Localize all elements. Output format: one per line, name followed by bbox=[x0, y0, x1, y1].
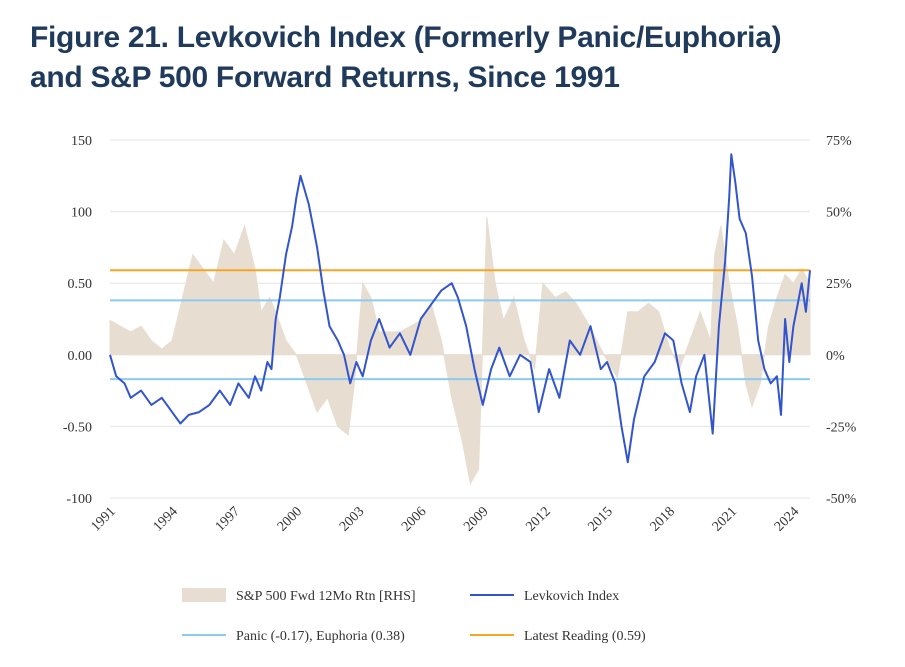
legend-item: Panic (-0.17), Euphoria (0.38) bbox=[182, 629, 405, 644]
left-tick-label: -0.50 bbox=[63, 420, 92, 435]
x-tick-label: 2003 bbox=[337, 504, 367, 534]
left-tick-label: -100 bbox=[66, 492, 92, 507]
right-tick-label: -25% bbox=[826, 420, 857, 435]
x-axis-ticks: 1991 1994 1997 2000 2003 2006 2009 2012 2015 2018… bbox=[88, 504, 802, 534]
legend-item: Levkovich Index bbox=[470, 589, 619, 604]
x-tick-label: 1997 bbox=[213, 504, 243, 534]
x-tick-label: 2009 bbox=[461, 504, 491, 534]
x-tick-label: 2015 bbox=[585, 504, 615, 534]
x-tick-label: 1994 bbox=[151, 504, 181, 534]
legend-label: Panic (-0.17), Euphoria (0.38) bbox=[236, 629, 405, 644]
left-tick-label: 0.50 bbox=[68, 277, 93, 292]
chart-title-line-2: and S&P 500 Forward Returns, Since 1991 bbox=[30, 61, 620, 94]
legend-item: S&P 500 Fwd 12Mo Rtn [RHS] bbox=[182, 588, 416, 604]
right-tick-label: 50% bbox=[826, 206, 852, 221]
levkovich-index-line bbox=[109, 153, 811, 464]
right-axis-ticks: 75% 50% 25% 0% -25% -50% bbox=[826, 134, 857, 507]
x-tick-label: 1991 bbox=[88, 504, 118, 534]
chart-legend: S&P 500 Fwd 12Mo Rtn [RHS] Levkovich Inde… bbox=[182, 588, 646, 644]
left-axis-ticks: 150 100 0.50 0.00 -0.50 -100 bbox=[63, 134, 92, 507]
left-tick-label: 100 bbox=[71, 206, 92, 221]
right-tick-label: 25% bbox=[826, 277, 852, 292]
legend-swatch bbox=[182, 588, 226, 602]
x-tick-label: 2000 bbox=[275, 504, 305, 534]
legend-label: Levkovich Index bbox=[524, 589, 619, 604]
chart-title: Figure 21. Levkovich Index (Formerly Pan… bbox=[30, 18, 890, 98]
left-tick-label: 150 bbox=[71, 134, 92, 149]
chart-title-line-1: Figure 21. Levkovich Index (Formerly Pan… bbox=[30, 21, 782, 54]
left-tick-label: 0.00 bbox=[68, 349, 93, 364]
x-tick-label: 2024 bbox=[772, 504, 802, 534]
returns-area-series bbox=[109, 217, 811, 486]
right-tick-label: 75% bbox=[826, 134, 852, 149]
x-tick-label: 2006 bbox=[399, 504, 429, 534]
right-tick-label: 0% bbox=[826, 349, 845, 364]
x-tick-label: 2018 bbox=[648, 504, 678, 534]
legend-label: Latest Reading (0.59) bbox=[524, 629, 646, 644]
x-tick-label: 2021 bbox=[710, 504, 740, 534]
right-tick-label: -50% bbox=[826, 492, 857, 507]
legend-item: Latest Reading (0.59) bbox=[470, 629, 646, 644]
legend-label: S&P 500 Fwd 12Mo Rtn [RHS] bbox=[236, 589, 416, 604]
x-tick-label: 2012 bbox=[523, 504, 553, 534]
